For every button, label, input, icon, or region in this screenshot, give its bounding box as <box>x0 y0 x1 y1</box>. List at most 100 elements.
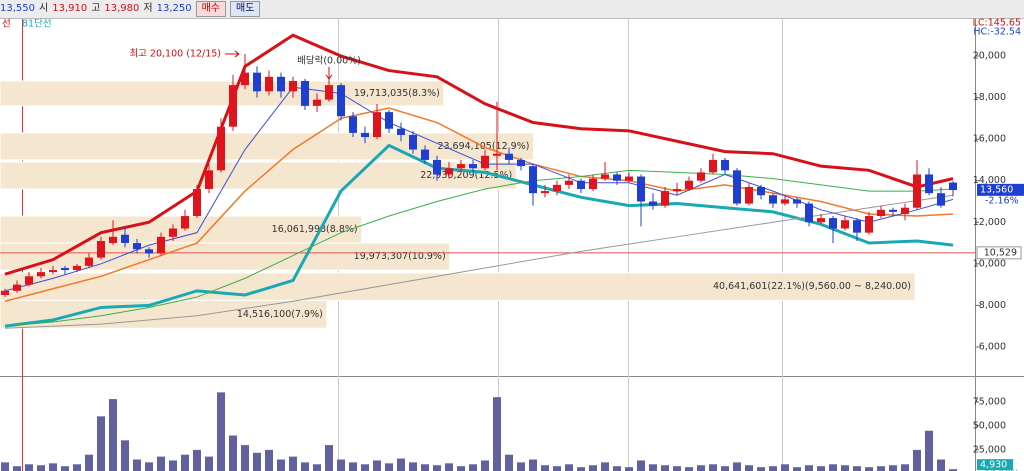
candle-body <box>625 176 633 181</box>
candle-body <box>25 276 33 285</box>
candle-body <box>553 184 561 192</box>
volume-bar <box>133 459 141 471</box>
candle-body <box>349 116 357 133</box>
volume-bar <box>661 465 669 471</box>
candle-body <box>205 170 213 190</box>
volume-bar <box>913 449 921 471</box>
volume-bar <box>757 467 765 471</box>
volume-bar <box>877 466 885 471</box>
volume-bar <box>277 459 285 471</box>
last-price-label: 13,560 <box>980 184 1013 195</box>
volume-bar <box>361 464 369 471</box>
candle-body <box>469 164 477 169</box>
volume-bar <box>73 464 81 471</box>
volume-bar <box>301 462 309 471</box>
candle-body <box>709 159 717 173</box>
corner-label: HC:-32.54 <box>973 27 1021 38</box>
candle-body <box>1 290 9 295</box>
candle-body <box>241 72 249 86</box>
candle-body <box>685 180 693 190</box>
volume-bar <box>949 469 957 471</box>
annotation-arrow <box>225 50 240 58</box>
reference-label: 10,529 <box>984 247 1017 258</box>
candle-body <box>157 236 165 254</box>
y-tick-label: 12,000 <box>973 217 1006 228</box>
candle-body <box>301 80 309 106</box>
candle-body <box>661 191 669 206</box>
volume-bar <box>397 458 405 471</box>
candle-body <box>769 195 777 204</box>
last-price-change: -2.16% <box>985 195 1019 206</box>
candle-body <box>325 85 333 100</box>
candle-body <box>793 199 801 204</box>
candle-body <box>181 216 189 229</box>
candle-body <box>841 220 849 229</box>
volume-bar <box>673 466 681 471</box>
volume-bar <box>373 460 381 471</box>
volume-profile-band <box>0 215 363 244</box>
candle-body <box>61 267 69 271</box>
candle-body <box>925 174 933 194</box>
low-price: 13,250 <box>156 3 192 14</box>
candle-body <box>637 176 645 202</box>
candle-body <box>421 149 429 160</box>
volume-bar <box>217 392 225 471</box>
y-tick-label: 14,000 <box>973 175 1006 186</box>
volume-bar <box>61 466 69 471</box>
candle-body <box>697 172 705 181</box>
volume-bar <box>337 459 345 471</box>
reference-box <box>976 246 1022 260</box>
volume-bar <box>889 465 897 471</box>
volume-bar <box>637 460 645 471</box>
candle-body <box>193 189 201 217</box>
volume-bar <box>901 464 909 471</box>
volume-bar <box>13 466 21 471</box>
volume-bar <box>925 430 933 471</box>
candle-body <box>913 174 921 208</box>
candle-body <box>529 166 537 194</box>
candle-body <box>745 186 753 204</box>
volume-profile-band <box>0 80 445 107</box>
volume-bar <box>49 463 57 471</box>
volume-bar <box>781 464 789 471</box>
sell-button[interactable]: 매도 <box>230 1 261 17</box>
y-tick-label: 16,000 <box>973 134 1006 145</box>
candle-body <box>613 174 621 181</box>
volume-bar <box>721 466 729 471</box>
volume-bar <box>253 452 261 471</box>
buy-button[interactable]: 매수 <box>195 1 227 17</box>
volume-bar <box>493 397 501 471</box>
volume-bar <box>157 456 165 471</box>
candle-body <box>313 99 321 106</box>
profile-label: 19,973,307(10.9%) <box>354 251 446 262</box>
volume-profile-band <box>0 272 916 301</box>
volume-bar <box>193 449 201 471</box>
candle-body <box>217 126 225 171</box>
candle-body <box>493 153 501 156</box>
annotation: 최고 20,100 (12/15) <box>129 48 221 59</box>
volume-bar <box>85 454 93 471</box>
candle-body <box>721 159 729 171</box>
annotation-arrow <box>325 66 333 80</box>
toolbar: 13,550 시 13,910 고 13,980 저 13,250 매수 매도 <box>0 0 1024 19</box>
last-price-box <box>977 183 1024 196</box>
volume-bar <box>817 466 825 471</box>
y-tick-label: 8,000 <box>979 300 1006 311</box>
volume-bar <box>25 464 33 471</box>
volume-bar <box>145 462 153 471</box>
y-tick-label: 6,000 <box>979 341 1006 352</box>
y-tick-label: 10,000 <box>973 258 1006 269</box>
annotation: 배당락(0.00%) <box>297 54 361 66</box>
candle-body <box>97 240 105 258</box>
y-tick-label: 25,000 <box>973 444 1006 455</box>
volume-bar <box>697 465 705 471</box>
corner-label: LC:145.65 <box>973 18 1021 29</box>
volume-bar <box>457 466 465 471</box>
volume-bar <box>169 460 177 471</box>
legend-text: 81단선 <box>22 19 52 30</box>
candle-body <box>805 203 813 223</box>
volume-bar <box>469 464 477 471</box>
volume-bar <box>445 463 453 471</box>
volume-bar <box>769 466 777 471</box>
volume-bar <box>793 467 801 471</box>
